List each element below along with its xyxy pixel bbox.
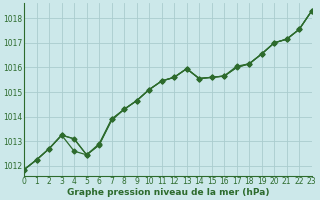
X-axis label: Graphe pression niveau de la mer (hPa): Graphe pression niveau de la mer (hPa) (67, 188, 269, 197)
